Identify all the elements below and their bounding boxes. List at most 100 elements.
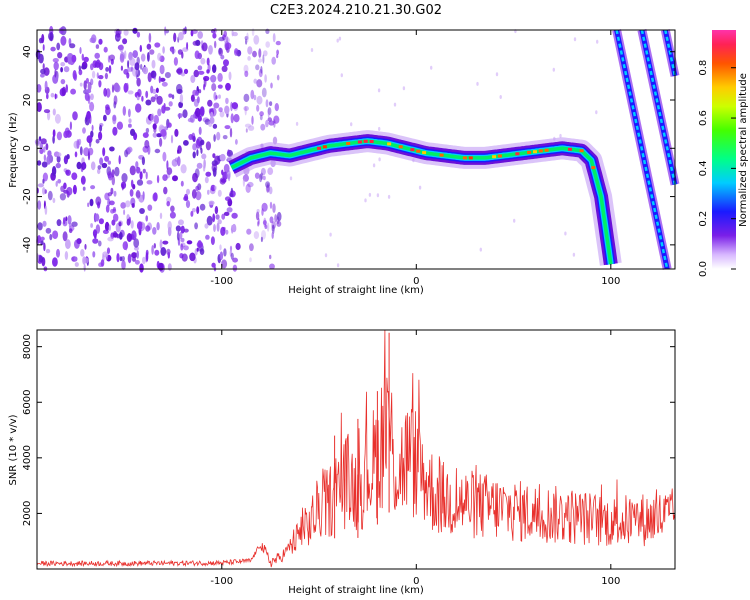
- noise-blob: [139, 171, 143, 180]
- spectrogram-y-label: Frequency (Hz): [8, 112, 19, 188]
- noise-blob: [105, 88, 111, 98]
- noise-blob: [120, 202, 127, 209]
- noise-blob: [235, 242, 241, 251]
- noise-blob: [127, 60, 130, 69]
- noise-blob: [52, 108, 56, 116]
- noise-blob: [234, 48, 239, 56]
- noise-blob: [199, 106, 205, 116]
- noise-blob: [173, 57, 178, 66]
- noise-blob: [128, 118, 132, 124]
- noise-blob: [42, 187, 46, 195]
- noise-blob: [102, 229, 109, 234]
- noise-dot: [513, 218, 516, 223]
- noise-blob: [183, 245, 189, 251]
- noise-blob: [151, 245, 154, 255]
- noise-blob: [71, 221, 78, 227]
- noise-blob: [36, 84, 42, 93]
- noise-blob: [257, 58, 263, 63]
- noise-blob: [177, 113, 183, 118]
- noise-blob: [179, 231, 183, 240]
- noise-blob: [132, 27, 138, 34]
- noise-blob: [68, 38, 72, 46]
- noise-blob: [50, 92, 55, 98]
- noise-blob: [47, 150, 52, 157]
- noise-blob: [79, 47, 82, 54]
- noise-blob: [81, 53, 85, 61]
- noise-blob: [141, 95, 144, 102]
- noise-dot: [479, 247, 482, 252]
- noise-blob: [262, 220, 267, 226]
- y-tick-label: 40: [22, 45, 33, 58]
- noise-blob: [149, 49, 155, 55]
- noise-blob: [259, 111, 264, 117]
- noise-blob: [126, 233, 133, 242]
- noise-blob: [118, 155, 121, 165]
- noise-blob: [243, 93, 250, 103]
- noise-blob: [247, 46, 253, 55]
- noise-blob: [92, 229, 98, 238]
- x-tick-label: -100: [210, 276, 233, 287]
- colorbar-tick-label: 0.4: [698, 160, 709, 176]
- noise-blob: [88, 147, 94, 156]
- noise-blob: [132, 50, 138, 59]
- noise-blob: [249, 243, 254, 252]
- noise-blob: [135, 103, 142, 113]
- y-tick-label: 0: [22, 145, 33, 151]
- trace-hotspot: [363, 139, 368, 143]
- noise-blob: [37, 222, 43, 231]
- noise-blob: [43, 146, 46, 153]
- y-tick-label: 2000: [22, 501, 33, 526]
- noise-blob: [54, 113, 61, 124]
- main-trace: [222, 130, 622, 266]
- noise-blob: [120, 65, 123, 71]
- colorbar-ticks: 0.0 0.2 0.4 0.6 0.8: [698, 60, 736, 277]
- noise-blob: [104, 221, 110, 232]
- noise-blob: [65, 216, 68, 222]
- noise-blob: [220, 54, 225, 60]
- noise-blob: [92, 238, 99, 244]
- noise-blob: [123, 209, 126, 216]
- noise-blob: [199, 203, 206, 211]
- spectrogram-x-label: Height of straight line (km): [288, 285, 424, 296]
- noise-blob: [134, 62, 140, 71]
- noise-blob: [129, 189, 134, 197]
- noise-blob: [167, 122, 172, 128]
- noise-blob: [180, 237, 185, 243]
- noise-blob: [180, 164, 187, 174]
- noise-blob: [250, 89, 255, 100]
- noise-blob: [59, 193, 66, 201]
- noise-blob: [108, 224, 112, 231]
- noise-blob: [94, 213, 100, 222]
- noise-blob: [45, 248, 51, 254]
- noise-blob: [217, 189, 222, 197]
- noise-blob: [217, 219, 222, 225]
- noise-blob: [136, 221, 143, 231]
- noise-blob: [269, 201, 273, 209]
- noise-dot: [372, 163, 376, 168]
- noise-blob: [200, 139, 205, 146]
- noise-blob: [269, 263, 275, 270]
- noise-blob: [170, 205, 175, 213]
- x-tick-label: -100: [210, 576, 233, 587]
- noise-blob: [122, 241, 128, 251]
- noise-blob: [67, 57, 72, 65]
- noise-blob: [223, 36, 230, 44]
- noise-blob: [126, 72, 130, 79]
- noise-blob: [58, 27, 64, 34]
- noise-blob: [130, 128, 136, 136]
- snr-x-ticks: -100 0 100: [210, 330, 620, 587]
- noise-blob: [78, 65, 82, 71]
- noise-blob: [56, 131, 63, 141]
- noise-blob: [116, 121, 123, 130]
- diagonal-core: [640, 29, 677, 185]
- noise-dot: [377, 88, 381, 93]
- trace-hotspot: [317, 146, 321, 150]
- noise-blob: [223, 30, 227, 38]
- noise-blob: [130, 179, 134, 188]
- noise-blob: [98, 131, 103, 141]
- noise-blob: [83, 80, 87, 90]
- trace-hotspot: [527, 150, 532, 154]
- noise-blob: [204, 176, 209, 184]
- noise-blob: [166, 160, 169, 170]
- noise-blob: [126, 67, 134, 72]
